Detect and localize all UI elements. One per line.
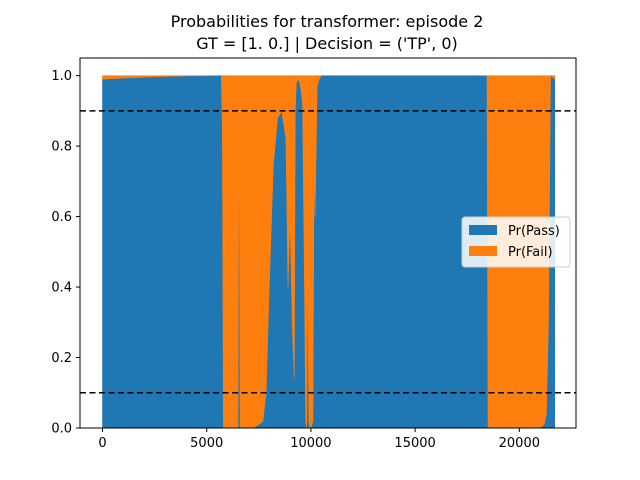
y-tick-label: 0.6 bbox=[51, 210, 72, 225]
x-tick-label: 5000 bbox=[190, 436, 223, 451]
y-tick-label: 0.4 bbox=[51, 281, 72, 296]
y-tick-label: 0.2 bbox=[51, 351, 72, 366]
axes-frame bbox=[79, 57, 577, 429]
legend-label-pass: Pr(Pass) bbox=[508, 224, 560, 239]
plot-area: 0 5000 10000 15000 20000 0.0 0.2 0.4 0.6 0.8 1.0 bbox=[51, 57, 577, 451]
x-tick-label: 15000 bbox=[394, 436, 435, 451]
y-tick-label: 0.8 bbox=[51, 140, 72, 155]
y-tick-label: 1.0 bbox=[51, 69, 72, 84]
x-tick-label: 0 bbox=[98, 436, 106, 451]
chart-title-line-2: GT = [1. 0.] | Decision = ('TP', 0) bbox=[196, 34, 458, 53]
y-tick-label: 0.0 bbox=[51, 422, 72, 437]
x-tick-label: 20000 bbox=[499, 436, 540, 451]
legend-swatch-fail bbox=[469, 246, 497, 256]
legend-swatch-pass bbox=[469, 225, 497, 235]
legend: Pr(Pass) Pr(Fail) bbox=[461, 216, 571, 268]
legend-label-fail: Pr(Fail) bbox=[508, 245, 553, 260]
chart-title-line-1: Probabilities for transformer: episode 2 bbox=[171, 12, 484, 31]
x-tick-label: 10000 bbox=[290, 436, 331, 451]
